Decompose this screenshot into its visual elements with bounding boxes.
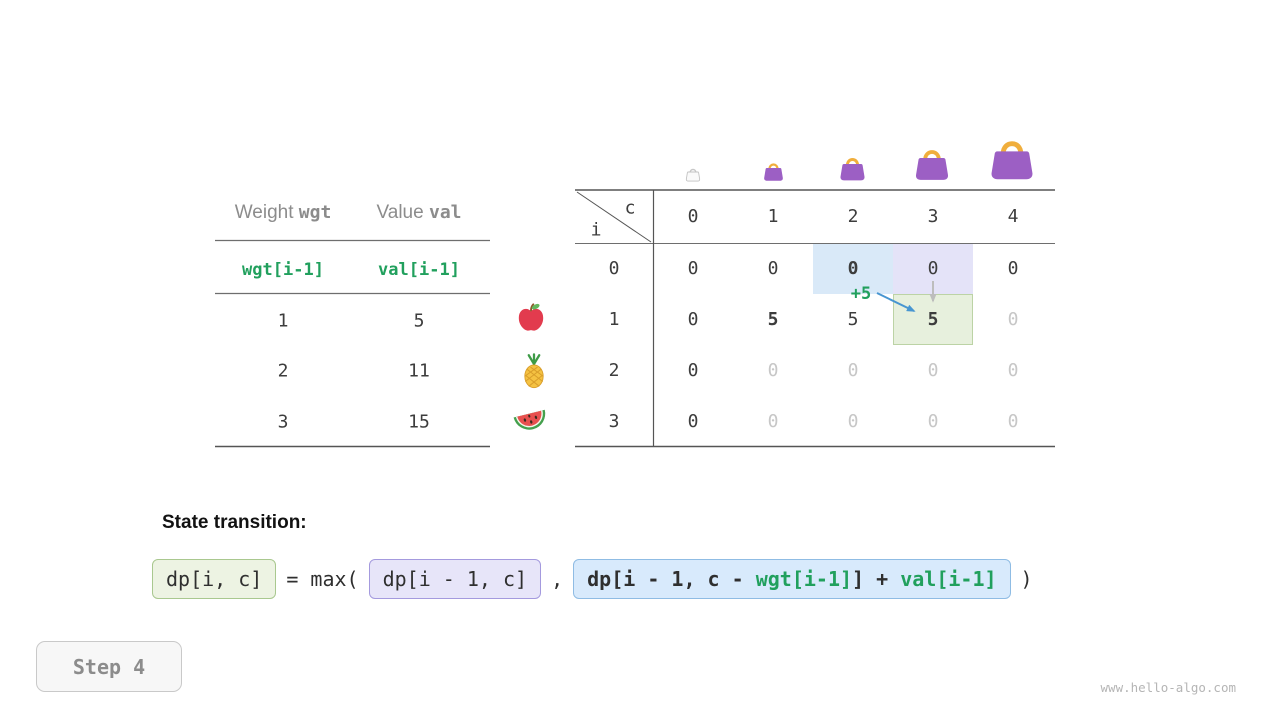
corner-row-var: i: [590, 219, 602, 241]
corner-col-var: c: [624, 197, 636, 219]
bag-xlarge-icon: [987, 136, 1037, 182]
dp-cell-2-0: 0: [687, 360, 699, 381]
dp-row-headers: 0 1 2 3: [575, 243, 653, 447]
weight-column-header: Weight wgt: [235, 202, 332, 224]
col-header-3: 3: [927, 206, 939, 227]
row-header-1: 1: [608, 309, 620, 330]
formula-lhs-box: dp[i, c]: [152, 559, 277, 599]
arg2-wgt-code: wgt[i-1]: [755, 567, 853, 591]
arg2-part2: ] +: [852, 567, 901, 591]
dp-cell-2-2: 0: [847, 360, 859, 381]
wgt-formula-label: wgt[i-1]: [242, 260, 324, 280]
value-header-code: val: [428, 202, 462, 223]
bag-large-icon: [913, 146, 951, 182]
dp-cell-3-3: 0: [927, 411, 939, 432]
item1-value: 5: [413, 310, 425, 332]
watermark: www.hello-algo.com: [1100, 680, 1236, 695]
col-header-2: 2: [847, 206, 859, 227]
dp-cell-1-2: 5: [847, 309, 859, 330]
dp-cell-0-2: 0: [813, 243, 893, 294]
dp-cell-0-1: 0: [767, 258, 779, 279]
dp-column-headers: 0 1 2 3 4: [653, 190, 1053, 243]
arg2-part1: dp[i - 1, c -: [587, 567, 756, 591]
formula-comma: ,: [551, 567, 564, 591]
col-header-1: 1: [767, 206, 779, 227]
col-header-0: 0: [687, 206, 699, 227]
apple-icon: [516, 302, 546, 332]
item2-value: 11: [408, 360, 430, 382]
weight-header-code: wgt: [298, 202, 332, 223]
val-formula-label: val[i-1]: [378, 260, 460, 280]
bag-small-icon: [762, 161, 785, 182]
formula-close-paren: ): [1020, 567, 1033, 591]
item3-weight: 3: [277, 411, 289, 433]
watermelon-icon: [512, 406, 550, 436]
dp-cell-3-1: 0: [767, 411, 779, 432]
dp-cell-0-4: 0: [1007, 258, 1019, 279]
plus-five-annotation: +5: [850, 284, 872, 304]
weight-header-text: Weight: [234, 202, 294, 223]
dp-cell-1-0: 0: [687, 309, 699, 330]
state-transition-formula: dp[i, c] = max( dp[i - 1, c] , dp[i - 1,…: [152, 559, 1033, 599]
item2-weight: 2: [277, 360, 289, 382]
item1-weight: 1: [277, 310, 289, 332]
dp-cell-2-4: 0: [1007, 360, 1019, 381]
value-column-header: Value val: [377, 202, 462, 224]
bag-medium-icon: [838, 155, 867, 182]
dp-cell-3-4: 0: [1007, 411, 1019, 432]
dp-cell-2-3: 0: [927, 360, 939, 381]
item3-value: 15: [408, 411, 430, 433]
dp-cell-1-3: 5: [893, 294, 973, 345]
dp-cell-3-0: 0: [687, 411, 699, 432]
state-transition-label: State transition:: [162, 512, 307, 533]
dp-cell-0-0: 0: [687, 258, 699, 279]
dp-cell-1-4: 0: [1007, 309, 1019, 330]
value-header-text: Value: [376, 202, 424, 223]
bag-tiny-icon: [685, 167, 701, 182]
dp-cell-3-2: 0: [847, 411, 859, 432]
formula-arg1-box: dp[i - 1, c]: [368, 559, 542, 599]
dp-table-cells: 0 0 0 0 0 0 5 5 5 0 0 0 0 0 0 0 0 0 0 0: [653, 243, 1053, 447]
formula-operator: = max(: [286, 567, 359, 591]
row-header-2: 2: [608, 360, 620, 381]
arg2-val-code: val[i-1]: [900, 567, 997, 591]
pineapple-icon: [520, 353, 548, 389]
dp-cell-0-3: 0: [893, 243, 973, 294]
formula-arg2-box: dp[i - 1, c - wgt[i-1]] + val[i-1]: [573, 559, 1011, 599]
step-badge: Step 4: [36, 641, 182, 692]
dp-cell-2-1: 0: [767, 360, 779, 381]
dp-cell-1-1: 5: [767, 309, 779, 330]
col-header-4: 4: [1007, 206, 1019, 227]
row-header-0: 0: [608, 258, 620, 279]
row-header-3: 3: [608, 411, 620, 432]
